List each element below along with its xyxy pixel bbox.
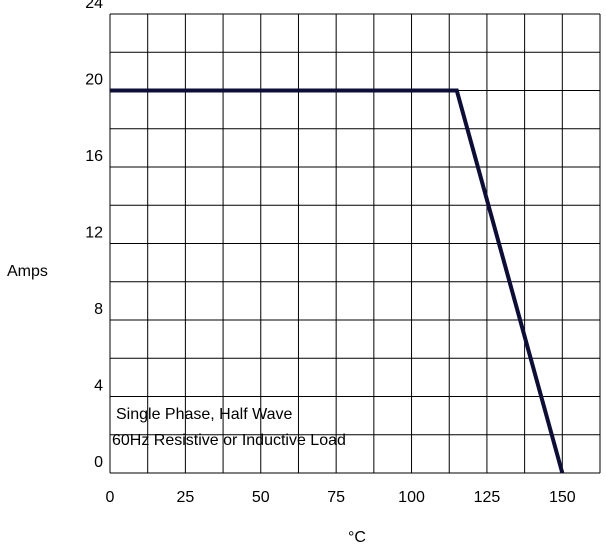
y-tick-label: 24 xyxy=(85,0,103,12)
x-tick-label: 75 xyxy=(327,489,345,506)
y-tick-label: 4 xyxy=(94,378,103,395)
x-tick-label: 100 xyxy=(398,489,425,506)
y-tick-label: 20 xyxy=(85,72,103,89)
annotation-layer: Single Phase, Half Wave 60Hz Resistive o… xyxy=(111,406,347,449)
y-tick-label: 12 xyxy=(85,225,103,242)
x-tick-label: 0 xyxy=(106,489,115,506)
y-tick-label: 16 xyxy=(85,148,103,165)
x-tick-label: 150 xyxy=(549,489,576,506)
grid xyxy=(110,14,600,473)
annotation-load-type: 60Hz Resistive or Inductive Load xyxy=(112,432,346,449)
x-tick-label: 125 xyxy=(474,489,501,506)
x-axis-label: °C xyxy=(348,529,366,546)
y-axis-label: Amps xyxy=(7,263,48,280)
y-tick-label: 0 xyxy=(94,454,103,471)
x-tick-label: 25 xyxy=(176,489,194,506)
y-tick-label: 8 xyxy=(94,301,103,318)
x-tick-label: 50 xyxy=(252,489,270,506)
annotation-single-phase: Single Phase, Half Wave xyxy=(116,406,292,423)
